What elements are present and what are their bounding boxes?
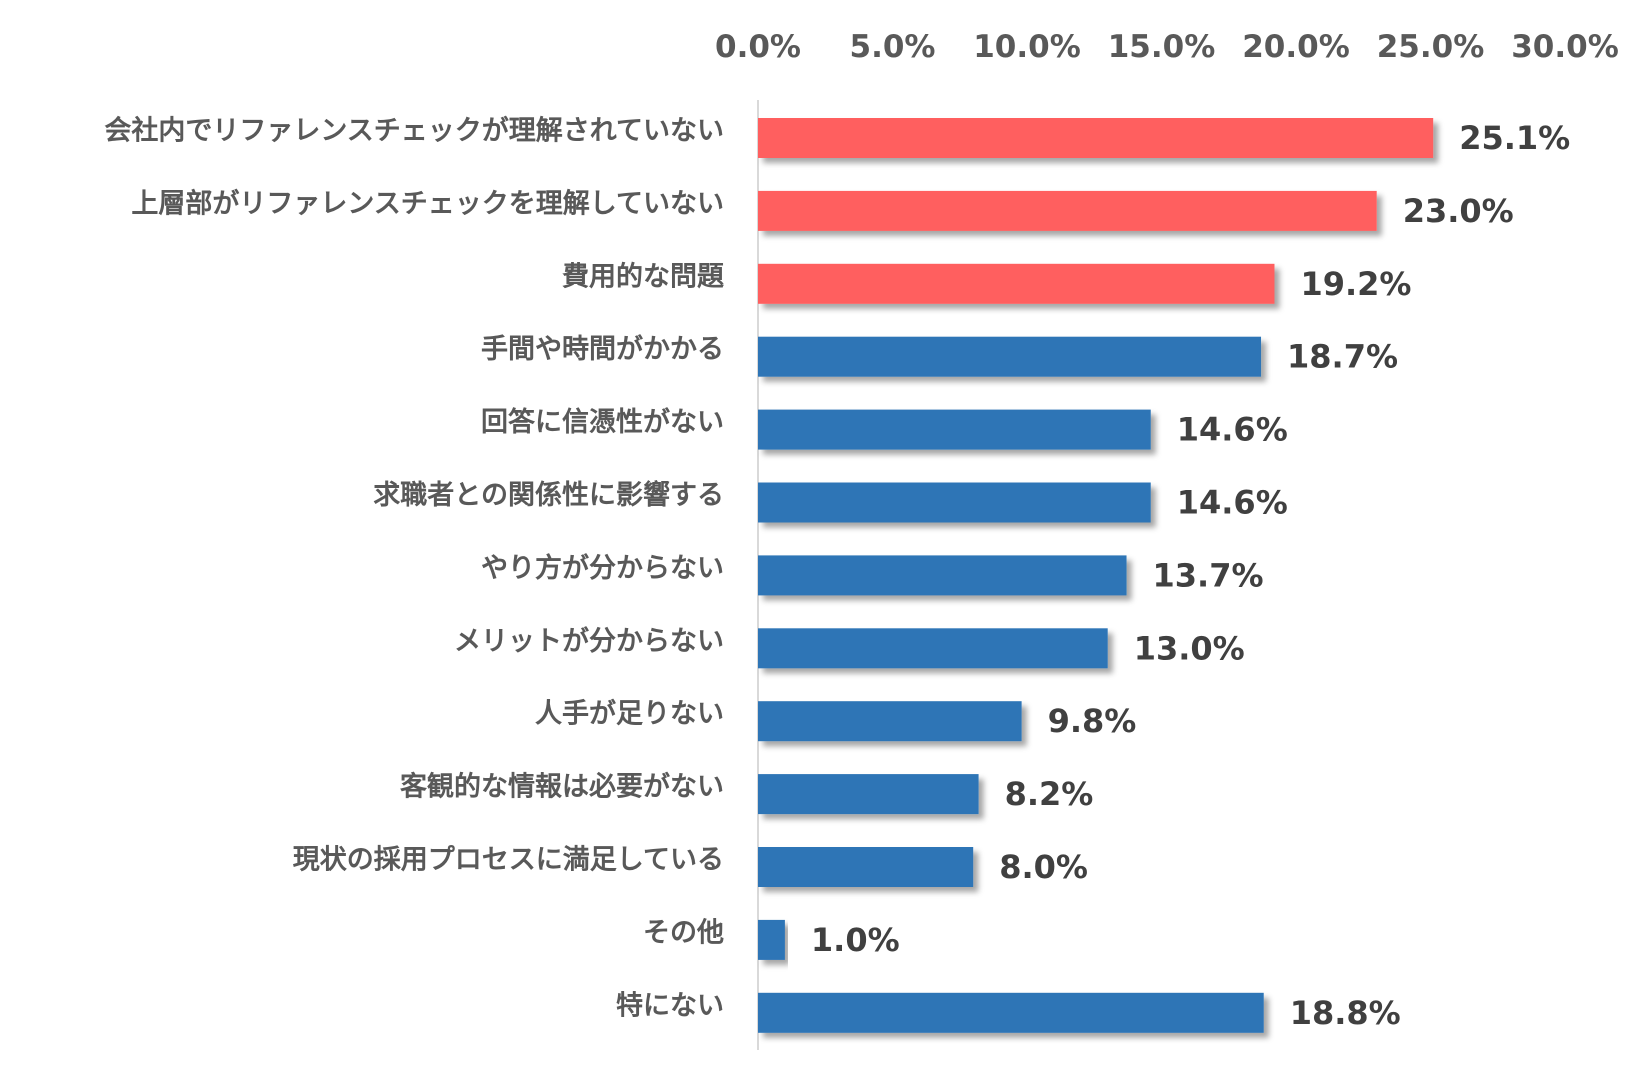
category-label: 手間や時間がかかる [481,333,724,365]
bar [758,118,1434,158]
x-tick-label: 5.0% [850,29,936,65]
value-label: 8.0% [999,848,1088,886]
bar [758,409,1151,450]
value-label: 13.0% [1134,629,1245,667]
value-label: 23.0% [1403,192,1514,230]
bar [758,992,1264,1033]
bar [758,774,979,815]
value-label: 1.0% [811,921,900,959]
bar [758,628,1108,669]
category-label: 費用的な問題 [562,260,725,292]
value-label: 9.8% [1048,702,1137,740]
value-label: 19.2% [1300,265,1411,303]
bar [758,555,1127,596]
x-tick-label: 10.0% [973,29,1081,65]
bar [758,190,1377,231]
bar [758,847,974,887]
x-tick-label: 20.0% [1242,29,1350,65]
value-label: 8.2% [1005,775,1094,813]
category-labels: 会社内でリファレンスチェックが理解されていない上層部がリファレンスチェックを理解… [104,115,725,1022]
x-tick-label: 15.0% [1108,29,1216,65]
category-label: 求職者との関係性に影響する [373,479,724,511]
bar [758,336,1262,377]
category-label: 上層部がリファレンスチェックを理解していない [131,187,724,219]
bars [758,118,1434,1033]
category-label: やり方が分からない [481,552,724,584]
category-label: メリットが分からない [454,625,724,657]
category-label: 特にない [616,990,724,1021]
value-label: 18.8% [1290,994,1401,1032]
x-tick-label: 25.0% [1377,29,1485,65]
bar [758,263,1275,304]
value-label: 14.6% [1177,411,1288,449]
value-labels: 25.1% 23.0% 19.2% 18.7% 14.6% 14.6% 13.7% 13.0%… [811,119,1570,1032]
category-label: 客観的な情報は必要がない [400,771,724,803]
category-label: 会社内でリファレンスチェックが理解されていない [104,115,724,147]
category-label: 現状の採用プロセスに満足している [293,845,724,876]
x-axis-ticks: 0.0% 5.0% 10.0% 15.0% 20.0% 25.0% 30.0% [715,29,1619,65]
bar [758,701,1022,742]
category-label: その他 [643,917,724,948]
value-label: 14.6% [1177,484,1288,522]
bar [758,482,1151,523]
x-tick-label: 0.0% [715,29,801,65]
x-tick-label: 30.0% [1511,29,1619,65]
value-label: 13.7% [1153,556,1264,594]
value-label: 25.1% [1459,119,1570,157]
category-label: 人手が足りない [535,698,724,730]
category-label: 回答に信憑性がない [481,406,724,438]
bar [758,919,785,960]
value-label: 18.7% [1287,338,1398,376]
